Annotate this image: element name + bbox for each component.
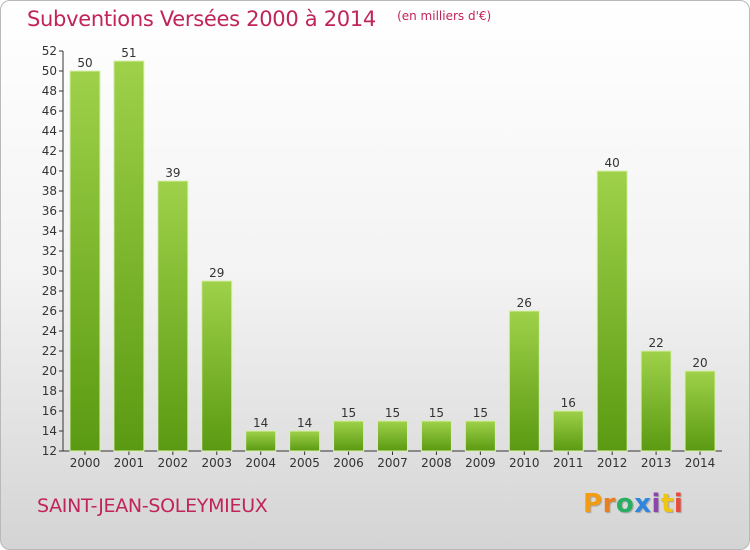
y-tick-label: 32 — [42, 244, 57, 258]
proxiti-logo: Proxiti — [583, 489, 683, 519]
y-tick-label: 20 — [42, 364, 57, 378]
x-tick-label: 2012 — [597, 456, 628, 470]
bar-2011 — [552, 410, 584, 452]
bar-value-label: 15 — [473, 406, 488, 420]
x-tick-label: 2003 — [201, 456, 232, 470]
bar-2005 — [289, 430, 321, 452]
y-tick-label: 18 — [42, 384, 57, 398]
logo-letter: i — [673, 489, 684, 519]
logo-letter: r — [602, 489, 616, 519]
bar-value-label: 22 — [648, 336, 663, 350]
bar-2008 — [420, 420, 452, 452]
bar-value-label: 14 — [297, 416, 312, 430]
x-tick-label: 2000 — [70, 456, 101, 470]
logo-letter: x — [634, 489, 652, 519]
y-tick-label: 28 — [42, 284, 57, 298]
y-tick-label: 48 — [42, 84, 57, 98]
y-tick-label: 38 — [42, 184, 57, 198]
bar-2013 — [640, 350, 672, 452]
city-name: SAINT-JEAN-SOLEYMIEUX — [37, 495, 268, 517]
x-tick-label: 2008 — [421, 456, 452, 470]
y-tick-label: 30 — [42, 264, 57, 278]
y-tick-label: 14 — [42, 424, 57, 438]
y-tick-label: 22 — [42, 344, 57, 358]
x-tick-label: 2013 — [641, 456, 672, 470]
bar-value-label: 15 — [341, 406, 356, 420]
bar-value-label: 15 — [429, 406, 444, 420]
bar-2010 — [508, 310, 540, 452]
y-tick-label: 44 — [42, 124, 57, 138]
bar-2009 — [464, 420, 496, 452]
bar-2012 — [596, 170, 628, 452]
bar-value-label: 50 — [77, 56, 92, 70]
x-tick-label: 2014 — [685, 456, 716, 470]
bar-value-label: 15 — [385, 406, 400, 420]
x-tick-label: 2010 — [509, 456, 540, 470]
bar-2003 — [201, 280, 233, 452]
y-tick-label: 16 — [42, 404, 57, 418]
title-row: Subventions Versées 2000 à 2014 (en mill… — [27, 7, 491, 31]
bar-value-label: 16 — [561, 396, 576, 410]
x-tick-label: 2007 — [377, 456, 408, 470]
y-tick-label: 40 — [42, 164, 57, 178]
bar-value-label: 14 — [253, 416, 268, 430]
y-tick-label: 42 — [42, 144, 57, 158]
chart-unit-note: (en milliers d'€) — [397, 9, 492, 23]
bar-2006 — [333, 420, 365, 452]
bar-2007 — [377, 420, 408, 452]
bar-2004 — [245, 430, 277, 452]
y-tick-label: 24 — [42, 324, 57, 338]
bar-value-label: 26 — [517, 296, 532, 310]
y-tick-label: 50 — [42, 64, 57, 78]
x-tick-label: 2006 — [333, 456, 364, 470]
y-tick-label: 36 — [42, 204, 57, 218]
logo-letter: i — [651, 489, 661, 519]
x-tick-label: 2001 — [114, 456, 145, 470]
bar-2002 — [157, 180, 189, 452]
bar-2001 — [113, 60, 145, 452]
x-tick-label: 2009 — [465, 456, 496, 470]
y-tick-label: 52 — [42, 44, 57, 58]
logo-letter: t — [660, 489, 674, 519]
x-axis: 2000 2001 2002 2003 2004 2005 2006 2007 2008 2009… — [63, 450, 722, 470]
y-axis: 12 14 16 18 20 22 24 26 28 30 32 34 36 38 40 42 44 46 48 50… — [42, 44, 64, 458]
x-tick-label: 2004 — [245, 456, 276, 470]
x-tick-label: 2002 — [158, 456, 189, 470]
y-tick-label: 26 — [42, 304, 57, 318]
bar-2014 — [684, 370, 716, 452]
y-tick-label: 34 — [42, 224, 57, 238]
bar-2000 — [69, 70, 101, 452]
bar-value-label: 29 — [209, 266, 224, 280]
bar-value-label: 51 — [121, 46, 136, 60]
logo-letter: o — [615, 489, 635, 519]
x-tick-label: 2005 — [289, 456, 320, 470]
y-tick-label: 12 — [42, 444, 57, 458]
bar-value-label: 20 — [692, 356, 707, 370]
chart-title: Subventions Versées 2000 à 2014 — [27, 7, 376, 31]
bars: 50 51 39 29 14 14 15 15 15 15 26 16 40 22 20 — [69, 46, 716, 452]
x-tick-label: 2011 — [553, 456, 584, 470]
y-tick-label: 46 — [42, 104, 57, 118]
bar-value-label: 39 — [165, 166, 180, 180]
logo-letter: P — [583, 489, 603, 519]
bar-value-label: 40 — [605, 156, 620, 170]
